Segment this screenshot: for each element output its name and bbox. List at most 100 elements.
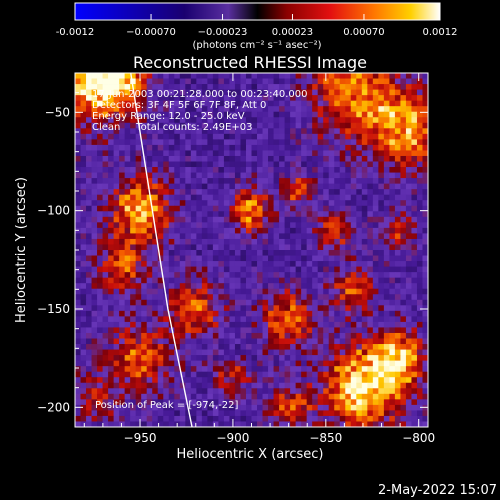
- heatmap-cell: [400, 183, 407, 190]
- heatmap-cell: [223, 349, 230, 356]
- heatmap-cell: [411, 261, 418, 267]
- heatmap-cell: [383, 205, 390, 212]
- heatmap-cell: [97, 244, 103, 251]
- heatmap-cell: [185, 310, 192, 317]
- heatmap-cell: [245, 200, 252, 207]
- heatmap-cell: [394, 250, 401, 256]
- heatmap-cell: [97, 299, 103, 306]
- heatmap-cell: [367, 95, 374, 102]
- heatmap-cell: [135, 183, 142, 190]
- heatmap-cell: [350, 349, 357, 356]
- heatmap-cell: [306, 238, 313, 245]
- heatmap-cell: [345, 106, 352, 113]
- heatmap-cell: [218, 283, 225, 290]
- heatmap-cell: [212, 172, 219, 179]
- heatmap-cell: [372, 371, 379, 378]
- heatmap-cell: [301, 244, 308, 251]
- heatmap-cell: [350, 95, 357, 102]
- heatmap-cell: [190, 144, 197, 151]
- heatmap-cell: [229, 393, 236, 400]
- heatmap-cell: [405, 95, 412, 102]
- heatmap-cell: [389, 415, 396, 422]
- heatmap-cell: [113, 189, 120, 196]
- heatmap-cell: [119, 133, 126, 140]
- heatmap-cell: [416, 366, 423, 373]
- heatmap-cell: [394, 310, 401, 317]
- heatmap-cell: [185, 294, 192, 301]
- heatmap-cell: [157, 366, 164, 373]
- heatmap-cell: [190, 332, 197, 339]
- heatmap-cell: [174, 200, 181, 207]
- heatmap-cell: [91, 95, 98, 102]
- heatmap-cell: [257, 95, 263, 102]
- heatmap-cell: [97, 294, 103, 301]
- heatmap-cell: [279, 299, 285, 306]
- heatmap-cell: [86, 244, 92, 251]
- heatmap-cell: [80, 366, 87, 373]
- heatmap-cell: [201, 244, 208, 251]
- heatmap-cell: [290, 355, 297, 362]
- heatmap-cell: [416, 305, 423, 312]
- heatmap-cell: [86, 250, 92, 256]
- heatmap-cell: [284, 78, 291, 85]
- heatmap-cell: [372, 404, 379, 411]
- heatmap-cell: [279, 349, 285, 356]
- heatmap-cell: [345, 272, 352, 279]
- heatmap-cell: [367, 128, 374, 135]
- heatmap-cell: [328, 338, 335, 345]
- heatmap-cell: [130, 305, 137, 312]
- heatmap-cell: [317, 261, 324, 267]
- heatmap-cell: [328, 288, 335, 295]
- heatmap-cell: [119, 111, 126, 118]
- heatmap-cell: [422, 399, 428, 406]
- heatmap-cell: [207, 189, 214, 196]
- heatmap-cell: [334, 255, 341, 262]
- heatmap-cell: [367, 421, 374, 427]
- heatmap-cell: [234, 272, 241, 279]
- heatmap-cell: [372, 355, 379, 362]
- heatmap-cell: [306, 371, 313, 378]
- heatmap-cell: [113, 316, 120, 323]
- heatmap-cell: [212, 283, 219, 290]
- heatmap-cell: [245, 73, 252, 79]
- heatmap-cell: [141, 393, 148, 400]
- heatmap-cell: [339, 349, 346, 356]
- y-tick-label: −50: [45, 105, 70, 119]
- heatmap-cell: [251, 349, 258, 356]
- heatmap-cell: [75, 344, 81, 350]
- heatmap-cell: [334, 393, 341, 400]
- heatmap-cell: [179, 388, 186, 395]
- heatmap-cell: [135, 244, 142, 251]
- heatmap-cell: [207, 194, 214, 201]
- heatmap-cell: [240, 415, 247, 422]
- heatmap-cell: [367, 272, 374, 279]
- heatmap-cell: [174, 404, 181, 411]
- heatmap-cell: [201, 294, 208, 301]
- heatmap-cell: [229, 238, 236, 245]
- heatmap-cell: [168, 128, 175, 135]
- heatmap-cell: [383, 84, 390, 90]
- heatmap-cell: [97, 200, 103, 207]
- heatmap-cell: [251, 299, 258, 306]
- heatmap-cell: [240, 388, 247, 395]
- heatmap-cell: [108, 183, 115, 190]
- heatmap-cell: [108, 349, 115, 356]
- heatmap-cell: [157, 294, 164, 301]
- heatmap-cell: [306, 244, 313, 251]
- heatmap-cell: [383, 117, 390, 124]
- heatmap-cell: [257, 277, 263, 284]
- heatmap-cell: [130, 272, 137, 279]
- heatmap-cell: [378, 133, 385, 140]
- heatmap-cell: [212, 161, 219, 168]
- heatmap-cell: [86, 349, 92, 356]
- heatmap-cell: [367, 332, 374, 339]
- heatmap-cell: [174, 139, 181, 146]
- heatmap-cell: [196, 128, 203, 135]
- heatmap-cell: [86, 178, 92, 185]
- heatmap-cell: [334, 178, 341, 185]
- heatmap-cell: [317, 288, 324, 295]
- heatmap-cell: [157, 421, 164, 427]
- heatmap-cell: [190, 111, 197, 118]
- heatmap-cell: [317, 388, 324, 395]
- heatmap-cell: [323, 332, 330, 339]
